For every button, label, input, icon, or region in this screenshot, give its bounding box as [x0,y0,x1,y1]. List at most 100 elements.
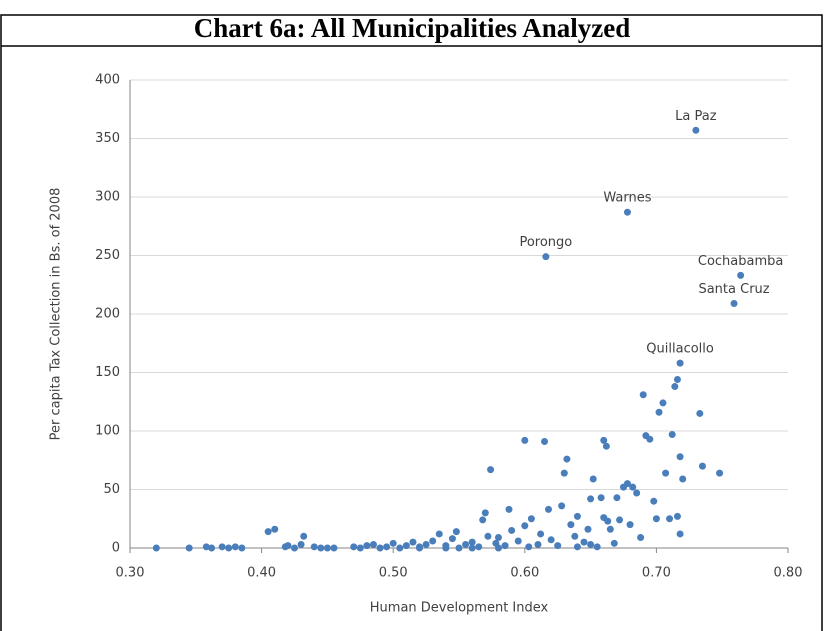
point [481,509,489,517]
point [422,540,430,548]
point [291,544,298,552]
point [602,442,610,450]
point [429,537,437,545]
point [673,512,681,520]
y-tick-label: 0 [112,541,120,556]
point [514,537,522,545]
point [521,522,529,530]
x-tick-label: 0.50 [379,566,408,581]
point [629,483,637,491]
point [558,502,566,510]
point [589,475,597,483]
point [185,544,193,552]
point [616,516,624,524]
chart-title: Chart 6a: All Municipalities Analyzed [194,13,631,43]
point [300,532,308,540]
point [613,494,621,502]
point [350,543,358,551]
point [396,544,404,552]
point-label: Cochabamba [698,254,783,269]
point [646,435,654,443]
point [542,253,550,261]
point [610,539,618,547]
point-label: Santa Cruz [698,282,769,297]
point [376,544,384,552]
point [696,409,704,417]
point [323,544,331,552]
point [271,525,279,533]
x-tick-label: 0.40 [247,566,276,581]
point [671,383,679,391]
point [639,391,647,399]
point [356,544,364,552]
y-axis-label: Per capita Tax Collection in Bs. of 2008 [49,188,64,441]
point [284,542,292,550]
point-label: La Paz [675,109,717,124]
point [527,515,535,523]
point-label: Porongo [519,235,572,250]
point [468,544,476,552]
point [455,544,463,552]
point [698,462,706,470]
point [623,208,631,216]
point [662,469,670,477]
point [597,494,605,502]
point [593,543,601,551]
point [297,540,305,548]
y-tick-label: 100 [95,424,120,439]
point [580,538,588,546]
point [537,530,545,538]
y-tick-label: 300 [95,190,120,205]
point [264,528,272,536]
point [730,299,738,307]
y-tick-label: 50 [103,482,120,497]
point [202,543,210,551]
point [330,544,338,552]
point [587,495,595,503]
point [208,544,216,552]
point [600,436,608,444]
point [448,535,456,543]
point [389,539,397,547]
point [623,480,631,488]
point [584,525,592,533]
point [571,532,579,540]
point [416,544,424,552]
point [626,521,634,529]
x-tick-label: 0.70 [642,566,671,581]
point [508,526,516,534]
y-tick-label: 250 [95,248,120,263]
point [676,453,684,461]
point-label: Warnes [603,191,651,206]
point [692,126,700,134]
point [650,497,658,505]
point [668,431,676,439]
point [479,516,487,524]
point [402,542,410,550]
point [659,399,667,407]
point [737,271,745,279]
point [369,540,377,548]
point [560,469,568,477]
point [383,543,391,551]
point [573,512,581,520]
point [676,530,684,538]
point [487,466,495,474]
point [573,543,581,551]
point [587,540,595,548]
point [525,543,533,551]
point [501,542,509,550]
point [462,540,470,548]
point [435,530,443,538]
x-tick-label: 0.60 [510,566,539,581]
point [231,543,239,551]
point [310,543,318,551]
point [637,533,645,541]
y-tick-label: 400 [95,73,120,88]
point [673,376,681,384]
point [152,544,160,552]
point [652,515,660,523]
point [218,543,226,551]
point [666,515,674,523]
